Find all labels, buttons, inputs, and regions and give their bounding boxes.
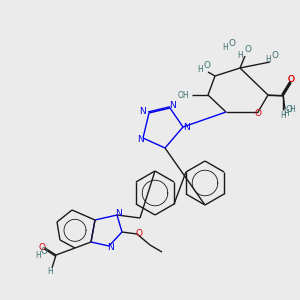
Text: N: N [140,106,146,116]
Text: N: N [136,136,143,145]
Text: O: O [287,74,295,83]
Text: H: H [283,110,289,118]
Text: O: O [38,244,46,253]
Text: N: N [183,124,189,133]
Text: O: O [254,109,262,118]
Text: H: H [265,56,271,64]
Text: OH: OH [177,91,189,100]
Text: H: H [280,110,286,119]
Text: O: O [286,106,292,115]
Text: H: H [47,268,53,277]
Text: N: N [116,209,122,218]
Text: H: H [197,65,203,74]
Text: O: O [229,38,236,47]
Text: O: O [287,74,295,83]
Text: N: N [169,100,176,109]
Text: H: H [35,251,41,260]
Text: H: H [222,43,228,52]
Text: O: O [244,44,251,53]
Text: O: O [136,230,142,238]
Text: O: O [203,61,211,70]
Text: O: O [40,248,47,256]
Text: N: N [106,242,113,251]
Text: O: O [272,50,278,59]
Text: H: H [237,50,243,59]
Text: H: H [289,104,295,113]
